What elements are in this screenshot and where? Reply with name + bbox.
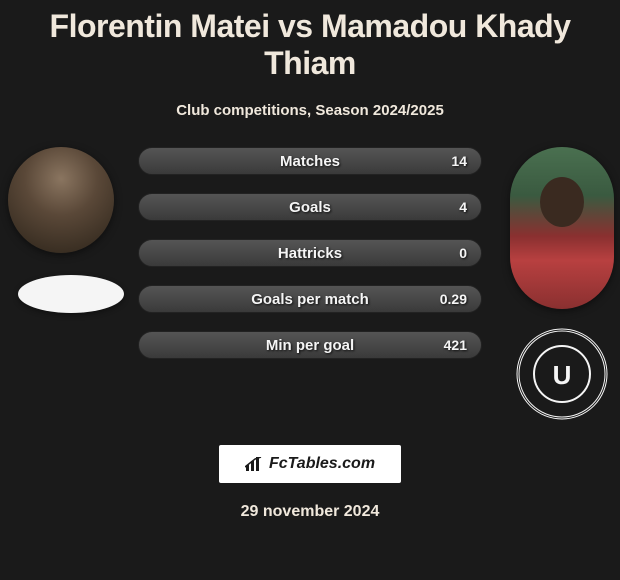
stat-row: Goals per match 0.29 — [138, 285, 482, 313]
stat-value-right: 0.29 — [440, 291, 467, 307]
stat-row: Min per goal 421 — [138, 331, 482, 359]
stat-row: Hattricks 0 — [138, 239, 482, 267]
watermark: FcTables.com — [0, 445, 620, 483]
watermark-box: FcTables.com — [219, 445, 401, 483]
stats-list: Matches 14 Goals 4 Hattricks 0 Goals per… — [138, 147, 482, 377]
stat-label: Min per goal — [139, 337, 481, 354]
stat-label: Goals — [139, 199, 481, 216]
stat-label: Matches — [139, 153, 481, 170]
watermark-text: FcTables.com — [269, 455, 375, 473]
date-label: 29 november 2024 — [0, 503, 620, 521]
player1-club-crest — [18, 275, 124, 313]
subtitle: Club competitions, Season 2024/2025 — [0, 102, 620, 119]
svg-text:U: U — [553, 360, 572, 390]
chart-icon — [245, 457, 263, 471]
player2-avatar — [510, 147, 614, 309]
page-title: Florentin Matei vs Mamadou Khady Thiam — [0, 0, 620, 82]
stat-row: Matches 14 — [138, 147, 482, 175]
player2-club-crest: U — [510, 327, 614, 421]
stat-value-right: 0 — [459, 245, 467, 261]
comparison-panel: U Matches 14 Goals 4 Hattricks 0 Goals p… — [0, 147, 620, 437]
stat-value-right: 4 — [459, 199, 467, 215]
stat-row: Goals 4 — [138, 193, 482, 221]
stat-label: Goals per match — [139, 291, 481, 308]
stat-value-right: 14 — [451, 153, 467, 169]
stat-label: Hattricks — [139, 245, 481, 262]
player1-avatar — [8, 147, 114, 253]
stat-value-right: 421 — [444, 337, 467, 353]
